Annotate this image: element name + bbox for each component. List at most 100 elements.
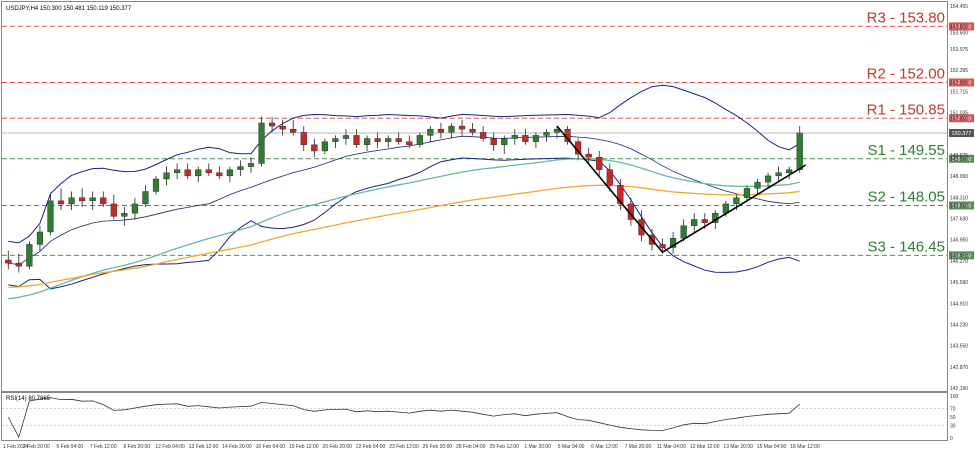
candle <box>374 132 381 148</box>
candle-body <box>458 125 466 130</box>
candle-body <box>321 141 328 152</box>
price-tick: 153.600 <box>950 31 968 37</box>
candle-body <box>110 203 117 217</box>
price-tick: 146.270 <box>950 259 968 265</box>
candle-body <box>79 197 86 202</box>
candle-body <box>353 135 360 145</box>
current-price-text: 150.377 <box>952 131 972 137</box>
candle <box>321 138 328 155</box>
level-label-r2: R2 - 152.00 <box>867 65 945 82</box>
candle-body <box>5 259 12 264</box>
candle <box>89 191 96 211</box>
candle <box>385 135 392 148</box>
candle <box>669 231 677 254</box>
candle-body <box>427 128 434 136</box>
candle-body <box>437 128 445 133</box>
candle <box>469 122 476 136</box>
candle <box>68 191 75 211</box>
candle <box>268 116 276 133</box>
candle-body <box>385 138 392 142</box>
time-tick: 1 Mar 20:00 <box>524 444 551 450</box>
candle <box>5 250 12 270</box>
price-tick: 148.990 <box>950 174 968 180</box>
candle <box>395 132 402 145</box>
candle-body <box>100 197 107 205</box>
rsi-tick: 0 <box>950 436 953 442</box>
candle <box>786 166 793 180</box>
candle <box>110 194 117 220</box>
price-tick: 148.050 <box>950 203 968 209</box>
candle <box>585 147 592 164</box>
candle-body <box>68 197 75 205</box>
candle <box>205 163 212 176</box>
time-tick: 29 Feb 12:00 <box>490 444 520 450</box>
price-tick: 146.450 <box>950 253 968 259</box>
candle-body <box>374 138 381 142</box>
candle-body <box>89 197 96 202</box>
candle-body <box>701 219 708 223</box>
candle <box>754 179 761 195</box>
price-tick: 144.230 <box>950 322 968 328</box>
candle <box>152 175 160 195</box>
candle-body <box>501 138 508 145</box>
candle <box>332 135 339 148</box>
candle <box>764 172 772 189</box>
rsi-line <box>7 397 800 439</box>
rsi-tick: 50 <box>950 415 956 421</box>
candle-body <box>216 172 223 177</box>
level-label-s3: S3 - 146.45 <box>867 238 945 255</box>
candle <box>543 129 550 142</box>
candle <box>258 116 265 167</box>
candle <box>184 163 191 180</box>
candle <box>247 157 255 173</box>
candle-body <box>26 244 33 267</box>
candle <box>606 163 613 192</box>
time-tick: 15 Mar 04:00 <box>757 444 787 450</box>
level-badge-text-r2: 152.000 <box>952 80 972 86</box>
price-tick: 149.675 <box>950 153 968 159</box>
candle <box>300 126 307 151</box>
price-tick: 142.870 <box>950 365 968 371</box>
candle <box>163 166 170 186</box>
candle-body <box>205 169 212 173</box>
candle-body <box>237 166 244 170</box>
candle <box>36 225 44 251</box>
candle-body <box>448 125 455 133</box>
candle-body <box>363 138 371 145</box>
price-tick: 142.190 <box>950 386 968 392</box>
candle-body <box>121 213 128 217</box>
time-tick: 1 Feb 2024 <box>3 444 29 450</box>
price-tick: 154.455 <box>950 4 968 10</box>
time-tick: 12 Mar 12:00 <box>690 444 720 450</box>
candle-body <box>490 138 497 145</box>
candle-body <box>511 135 518 139</box>
candle-body <box>596 157 603 170</box>
symbol-header: USDJPY,H4 150.300 150.481 150.119 150.37… <box>6 6 132 12</box>
bollinger-lower <box>8 157 800 290</box>
price-tick: 152.395 <box>950 68 968 74</box>
ma-short <box>8 158 800 300</box>
candle <box>226 166 233 183</box>
price-tick: 146.950 <box>950 238 968 244</box>
level-badge-text-r3: 153.800 <box>952 24 972 30</box>
candle-body <box>743 188 751 198</box>
time-tick: 22 Feb 04:00 <box>356 444 386 450</box>
level-label-r3: R3 - 153.80 <box>867 9 945 26</box>
time-tick: 19 Feb 12:00 <box>289 444 319 450</box>
candle-body <box>300 132 307 145</box>
candle-body <box>480 132 487 139</box>
candle <box>522 129 529 145</box>
bollinger-upper <box>8 84 800 244</box>
time-tick: 5 Mar 04:00 <box>558 444 585 450</box>
level-label-s2: S2 - 148.05 <box>867 188 945 205</box>
candle <box>121 207 128 226</box>
level-badge-s2 <box>949 201 974 210</box>
candle <box>174 163 181 180</box>
rsi-header: RSI(14) 80.7865 <box>6 396 51 402</box>
current-price-badge <box>949 129 974 138</box>
time-tick: 8 Feb 20:00 <box>123 444 150 450</box>
candle-body <box>184 169 191 177</box>
candle <box>448 122 455 139</box>
